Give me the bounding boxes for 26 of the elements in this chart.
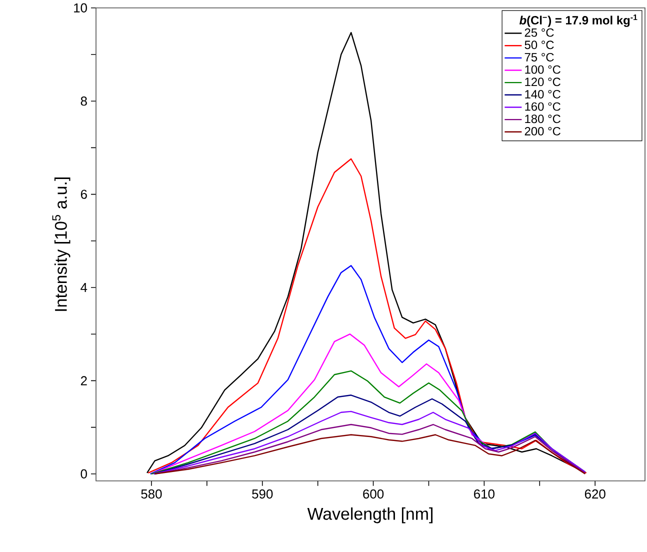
x-tick-label: 590 (252, 489, 273, 499)
y-tick-label: 2 (80, 376, 87, 386)
legend-label: 50 °C (524, 40, 554, 50)
y-tick-label: 8 (80, 96, 87, 106)
legend-label: 75 °C (524, 53, 554, 62)
legend-label: 100 °C (525, 65, 560, 74)
y-tick-label: 6 (80, 190, 87, 199)
x-tick-label: 610 (474, 489, 494, 499)
y-tick-label: 10 (74, 3, 87, 13)
legend-label: 200 °C (524, 127, 560, 136)
line-series (154, 434, 586, 475)
legend-label: 25 °C (524, 28, 554, 37)
y-tick-label: 4 (80, 283, 88, 292)
x-tick-label: 600 (363, 489, 384, 499)
x-tick-label: 620 (584, 489, 606, 499)
x-axis-title: Wavelength [nm] (307, 507, 432, 524)
legend-label: 120 °C (525, 78, 560, 86)
x-tick-label: 580 (141, 489, 162, 499)
legend-label: 160 °C (525, 102, 560, 111)
legend-title: b(Cl$^{−}$) = 17.9 mol kg$^{-1}$ (519, 14, 638, 27)
y-tick-label: 0 (80, 469, 87, 479)
legend-label: 180 °C (525, 114, 560, 124)
line-series (148, 158, 587, 474)
y-axis-title: Intensity [10$^{5}$ a.u.] (52, 178, 70, 311)
legend-label: 140 °C (525, 90, 560, 98)
line-series (153, 410, 586, 475)
